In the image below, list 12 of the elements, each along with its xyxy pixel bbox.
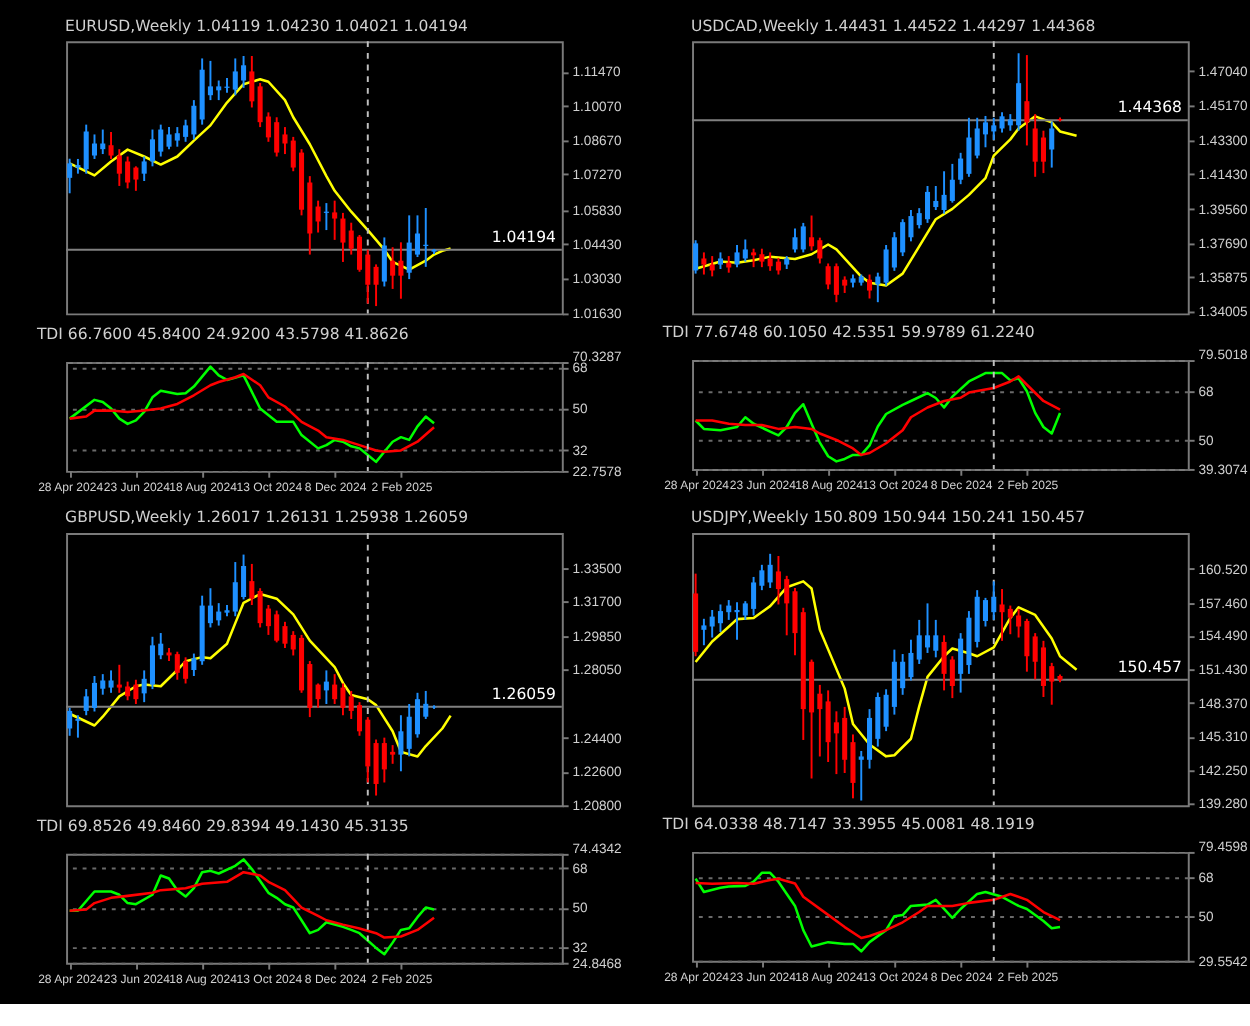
chart-title: USDJPY,Weekly 150.809 150.944 150.241 150.457 [691,508,1086,527]
chart-title: TDI 69.8526 49.8460 29.8394 49.1430 45.3135 [34,816,409,835]
ref-line-label: 1.26059 [491,684,557,703]
ref-line-label: 150.457 [1117,658,1183,677]
chart-title: TDI 66.7600 45.8400 24.9200 43.5798 41.8626 [34,324,409,343]
chart-title: TDI 64.0338 48.7147 33.3955 45.0081 48.1919 [660,814,1035,833]
chart-title: EURUSD,Weekly 1.04119 1.04230 1.04021 1.04194 [65,16,469,35]
chart-title: USDCAD,Weekly 1.44431 1.44522 1.44297 1.44368 [691,16,1096,35]
chart-title: GBPUSD,Weekly 1.26017 1.26131 1.25938 1.26059 [65,508,469,527]
ref-line-label: 1.44368 [1117,98,1183,117]
ref-line-label: 1.04194 [491,228,557,247]
chart-title: TDI 77.6748 60.1050 42.5351 59.9789 61.2240 [660,322,1035,341]
